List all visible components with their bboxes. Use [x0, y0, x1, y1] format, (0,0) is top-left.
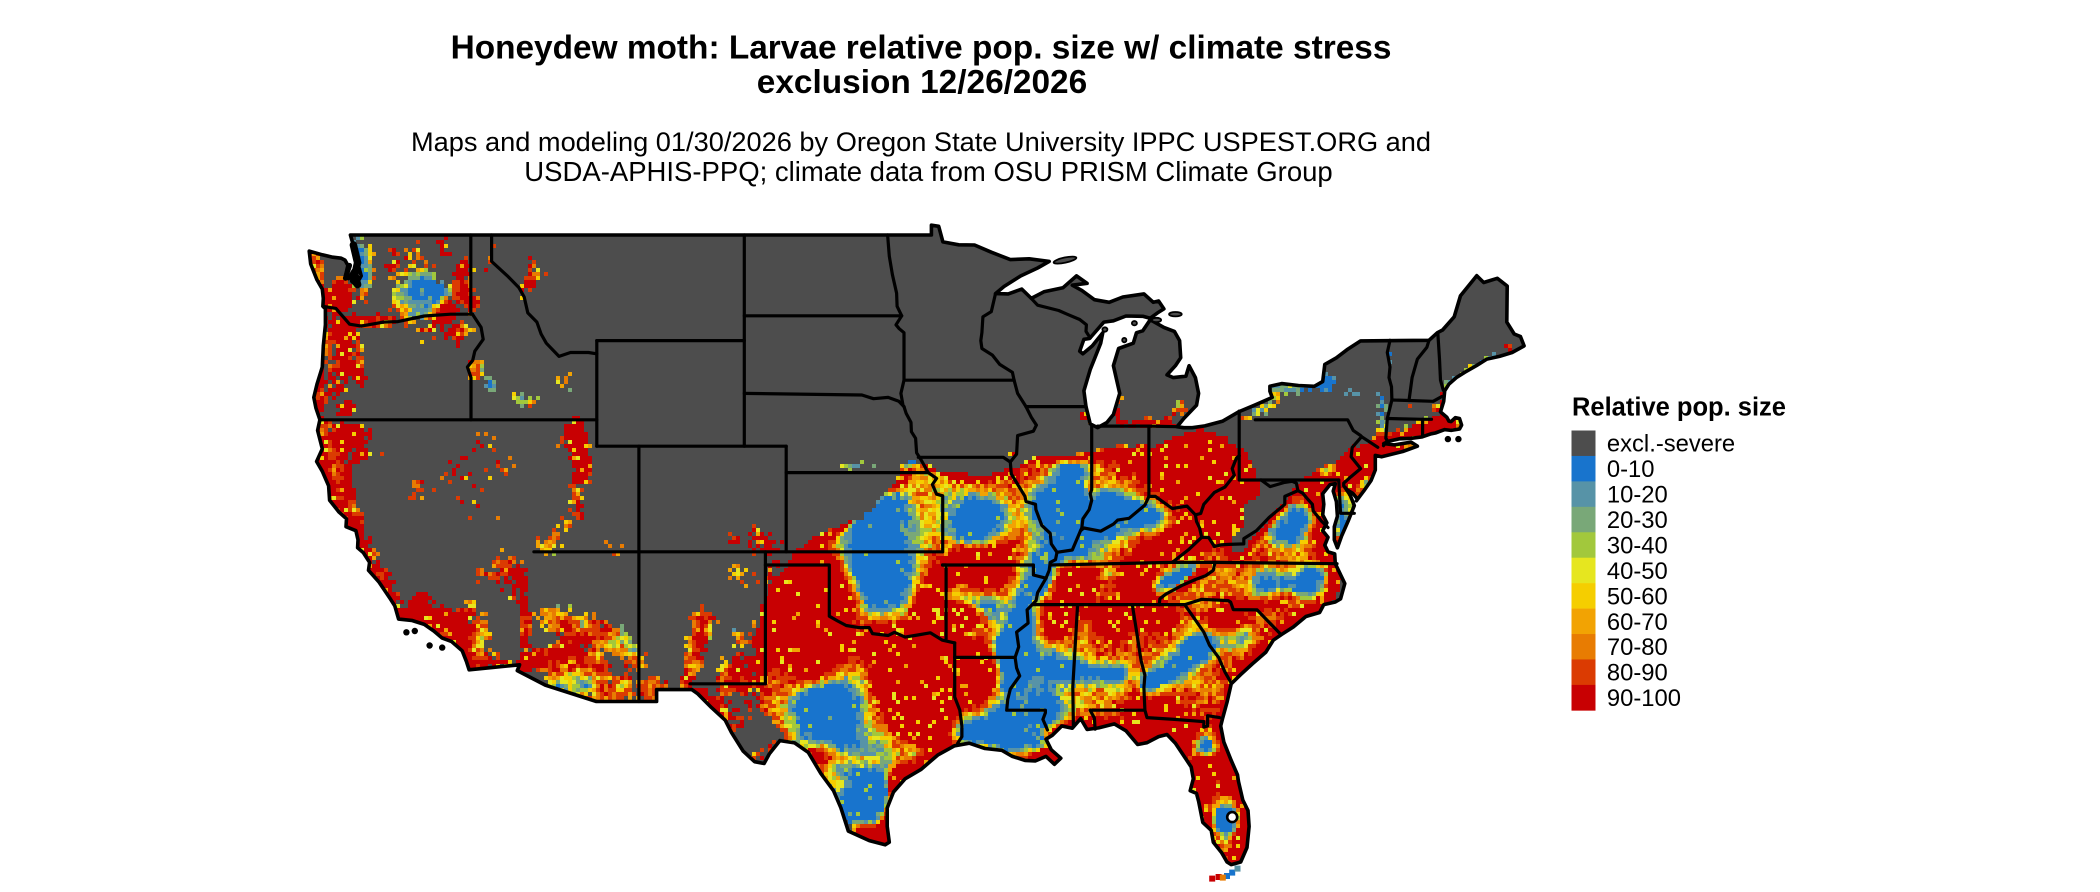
svg-text:60-70: 60-70	[1607, 609, 1668, 636]
svg-text:Relative pop. size: Relative pop. size	[1572, 394, 1786, 422]
svg-text:10-20: 10-20	[1607, 482, 1668, 509]
svg-text:0-10: 0-10	[1607, 456, 1655, 483]
svg-text:USDA-APHIS-PPQ; climate data f: USDA-APHIS-PPQ; climate data from OSU PR…	[524, 156, 1332, 187]
svg-text:70-80: 70-80	[1607, 634, 1668, 661]
svg-text:excl.-severe: excl.-severe	[1607, 431, 1735, 458]
svg-text:90-100: 90-100	[1607, 685, 1681, 712]
svg-text:80-90: 80-90	[1607, 660, 1668, 687]
svg-text:40-50: 40-50	[1607, 558, 1668, 585]
svg-text:exclusion 12/26/2026: exclusion 12/26/2026	[757, 64, 1087, 101]
svg-text:50-60: 50-60	[1607, 583, 1668, 610]
svg-text:Maps and modeling 01/30/2026 b: Maps and modeling 01/30/2026 by Oregon S…	[411, 126, 1431, 157]
svg-text:Honeydew moth: Larvae relative: Honeydew moth: Larvae relative pop. size…	[451, 29, 1392, 66]
svg-text:20-30: 20-30	[1607, 507, 1668, 534]
svg-text:30-40: 30-40	[1607, 532, 1668, 559]
